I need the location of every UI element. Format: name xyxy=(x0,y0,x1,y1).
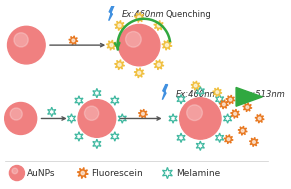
Circle shape xyxy=(222,103,225,106)
Circle shape xyxy=(8,26,45,64)
Circle shape xyxy=(216,91,219,94)
Circle shape xyxy=(125,31,141,47)
Polygon shape xyxy=(219,100,228,109)
Circle shape xyxy=(5,102,37,134)
Polygon shape xyxy=(109,6,114,21)
Circle shape xyxy=(141,112,144,115)
Polygon shape xyxy=(154,20,164,31)
Circle shape xyxy=(138,71,141,74)
Polygon shape xyxy=(134,12,144,22)
Circle shape xyxy=(180,98,221,139)
Circle shape xyxy=(12,168,18,174)
Polygon shape xyxy=(236,88,262,106)
Circle shape xyxy=(14,33,28,47)
Circle shape xyxy=(138,16,141,19)
Text: Ex:460nm: Ex:460nm xyxy=(122,10,165,19)
Polygon shape xyxy=(238,126,247,135)
Polygon shape xyxy=(191,81,200,90)
Circle shape xyxy=(253,141,255,143)
Circle shape xyxy=(227,138,230,141)
Circle shape xyxy=(157,24,160,27)
Circle shape xyxy=(9,166,24,180)
Polygon shape xyxy=(138,109,148,118)
Circle shape xyxy=(110,44,113,47)
Text: Fluorescein: Fluorescein xyxy=(91,169,143,177)
Circle shape xyxy=(165,44,168,47)
Polygon shape xyxy=(162,40,172,50)
Text: Em:513nm: Em:513nm xyxy=(240,90,285,99)
Circle shape xyxy=(258,117,261,120)
Text: Quenching: Quenching xyxy=(166,10,211,19)
Polygon shape xyxy=(154,60,164,70)
Circle shape xyxy=(118,24,160,66)
Circle shape xyxy=(194,84,197,87)
Polygon shape xyxy=(114,60,125,70)
Circle shape xyxy=(157,63,160,66)
Polygon shape xyxy=(69,36,78,45)
Circle shape xyxy=(118,24,121,27)
Text: Ex:460nm: Ex:460nm xyxy=(176,90,219,99)
Polygon shape xyxy=(134,68,144,78)
Polygon shape xyxy=(255,114,264,123)
Circle shape xyxy=(229,98,232,101)
Polygon shape xyxy=(230,109,240,118)
Polygon shape xyxy=(249,137,259,147)
Polygon shape xyxy=(243,103,252,112)
Polygon shape xyxy=(77,167,88,179)
Text: AuNPs: AuNPs xyxy=(27,169,56,177)
Circle shape xyxy=(234,112,237,115)
Polygon shape xyxy=(162,85,168,100)
Polygon shape xyxy=(224,135,233,144)
Circle shape xyxy=(84,106,99,120)
Polygon shape xyxy=(114,20,125,31)
Polygon shape xyxy=(107,40,116,50)
Circle shape xyxy=(118,63,121,66)
Circle shape xyxy=(187,105,203,121)
Circle shape xyxy=(78,100,116,137)
Circle shape xyxy=(81,171,84,175)
Polygon shape xyxy=(226,95,235,104)
Circle shape xyxy=(246,106,249,109)
Text: Melamine: Melamine xyxy=(176,169,220,177)
Circle shape xyxy=(10,108,22,120)
Circle shape xyxy=(72,39,75,42)
Polygon shape xyxy=(213,88,222,97)
Circle shape xyxy=(241,129,244,132)
